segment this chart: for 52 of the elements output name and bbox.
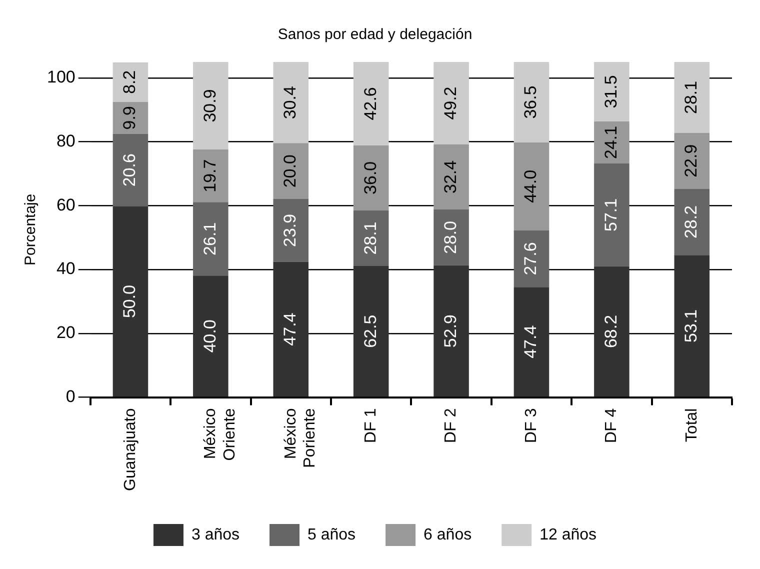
annotation: 19.7 (200, 159, 220, 192)
annotation: 50.0 (120, 284, 140, 318)
annotation: 36.5 (521, 86, 540, 119)
legend-label: 12 años (540, 526, 597, 544)
annotation: 20.0 (280, 154, 300, 188)
annotation: 28.0 (440, 220, 460, 254)
annotation: 28.1 (682, 80, 701, 114)
annotation: 49.2 (440, 86, 460, 120)
x-tick-label: DF 2 (442, 408, 460, 443)
annotation: 68.2 (601, 314, 620, 348)
y-axis-title: Porcentaje (22, 194, 40, 266)
annotation: 28.2 (682, 205, 701, 239)
x-tick-label: DF 1 (362, 408, 380, 443)
x-tick-label: Total (683, 408, 700, 442)
y-tick-label: 0 (66, 386, 76, 406)
annotation: 9.9 (120, 106, 140, 130)
annotation: 20.6 (120, 154, 140, 187)
annotation: 31.5 (601, 75, 620, 108)
annotation: 52.9 (440, 314, 460, 348)
x-tick-label: México Oriente (202, 408, 238, 461)
legend-label: 5 años (308, 526, 356, 544)
y-tick-label: 80 (56, 132, 76, 151)
annotation: 42.6 (360, 87, 380, 120)
annotation: 44.0 (521, 170, 540, 203)
annotation: 47.4 (521, 325, 540, 358)
legend-label: 3 años (191, 526, 240, 544)
annotation: 24.1 (601, 126, 620, 160)
annotation: 40.0 (200, 320, 220, 353)
x-tick-label: México Poriente (282, 408, 318, 468)
chart-title: Sanos por edad y delegación (278, 26, 472, 44)
annotation: 28.1 (360, 222, 380, 255)
annotation: 47.4 (280, 312, 300, 346)
annotation: 27.6 (521, 242, 540, 276)
annotation: 22.9 (682, 144, 701, 178)
annotation: 57.1 (601, 198, 620, 232)
annotation: 23.9 (280, 214, 300, 247)
x-tick-label: Guanajuato (122, 408, 139, 491)
x-tick-label: DF 3 (522, 408, 540, 443)
y-tick-label: 100 (46, 68, 76, 87)
annotation: 62.5 (360, 314, 380, 348)
annotation: 26.1 (200, 222, 220, 256)
annotation: 30.9 (200, 89, 220, 122)
annotation: 30.4 (280, 86, 300, 120)
legend-label: 6 años (424, 526, 472, 544)
annotation: 32.4 (440, 160, 460, 194)
x-tick-label: DF 4 (603, 408, 620, 443)
annotation: 36.0 (360, 161, 380, 194)
y-tick-label: 40 (56, 259, 76, 278)
annotation: 53.1 (682, 309, 701, 342)
annotation: 8.2 (120, 70, 140, 94)
y-tick-label: 60 (56, 195, 76, 214)
y-tick-label: 20 (56, 323, 76, 342)
